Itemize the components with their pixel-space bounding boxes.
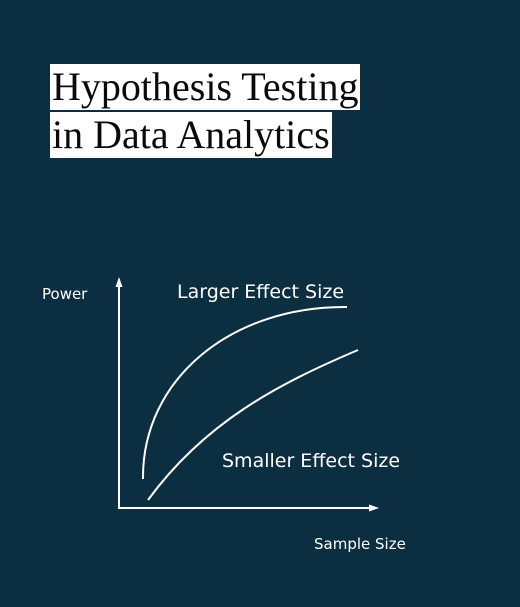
title-line-2: in Data Analytics [50, 112, 332, 158]
curve-larger-label: Larger Effect Size [177, 281, 344, 303]
x-axis-label: Sample Size [314, 535, 406, 553]
curve-smaller-effect [147, 349, 359, 501]
curve-larger-effect [141, 305, 348, 480]
x-axis-arrowhead [369, 504, 379, 512]
y-axis-label: Power [42, 285, 88, 303]
y-axis-arrowhead [115, 277, 123, 287]
title-line-1: Hypothesis Testing [50, 64, 361, 110]
slide-title: Hypothesis Testing in Data Analytics [50, 64, 361, 158]
curve-smaller-label: Smaller Effect Size [222, 450, 400, 472]
